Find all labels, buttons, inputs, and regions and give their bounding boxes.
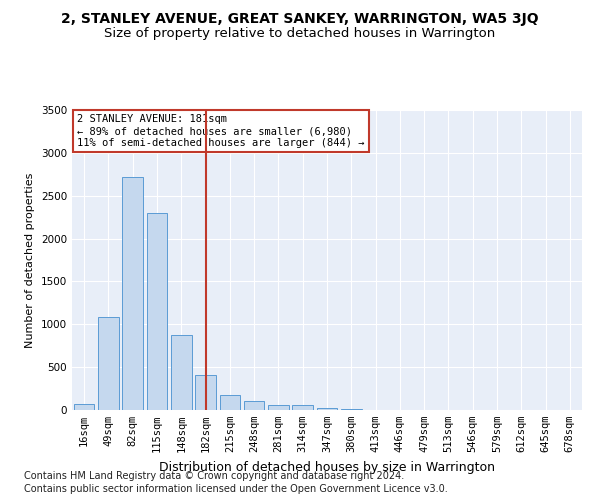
Text: 2 STANLEY AVENUE: 181sqm
← 89% of detached houses are smaller (6,980)
11% of sem: 2 STANLEY AVENUE: 181sqm ← 89% of detach… (77, 114, 365, 148)
Bar (268, 405, 289, 410)
Text: Contains HM Land Registry data © Crown copyright and database right 2024.: Contains HM Land Registry data © Crown c… (24, 471, 404, 481)
Bar (341, 408, 362, 410)
Bar (122, 177, 143, 410)
Bar (244, 401, 265, 410)
Bar (292, 406, 313, 410)
Bar (171, 334, 191, 410)
Y-axis label: Number of detached properties: Number of detached properties (25, 172, 35, 348)
Bar (195, 375, 216, 410)
Text: Size of property relative to detached houses in Warrington: Size of property relative to detached ho… (104, 28, 496, 40)
Bar (74, 404, 94, 410)
Bar (317, 408, 337, 410)
Bar (98, 318, 119, 410)
Bar (146, 213, 167, 410)
X-axis label: Distribution of detached houses by size in Warrington: Distribution of detached houses by size … (159, 460, 495, 473)
Bar (220, 395, 240, 410)
Text: Contains public sector information licensed under the Open Government Licence v3: Contains public sector information licen… (24, 484, 448, 494)
Text: 2, STANLEY AVENUE, GREAT SANKEY, WARRINGTON, WA5 3JQ: 2, STANLEY AVENUE, GREAT SANKEY, WARRING… (61, 12, 539, 26)
